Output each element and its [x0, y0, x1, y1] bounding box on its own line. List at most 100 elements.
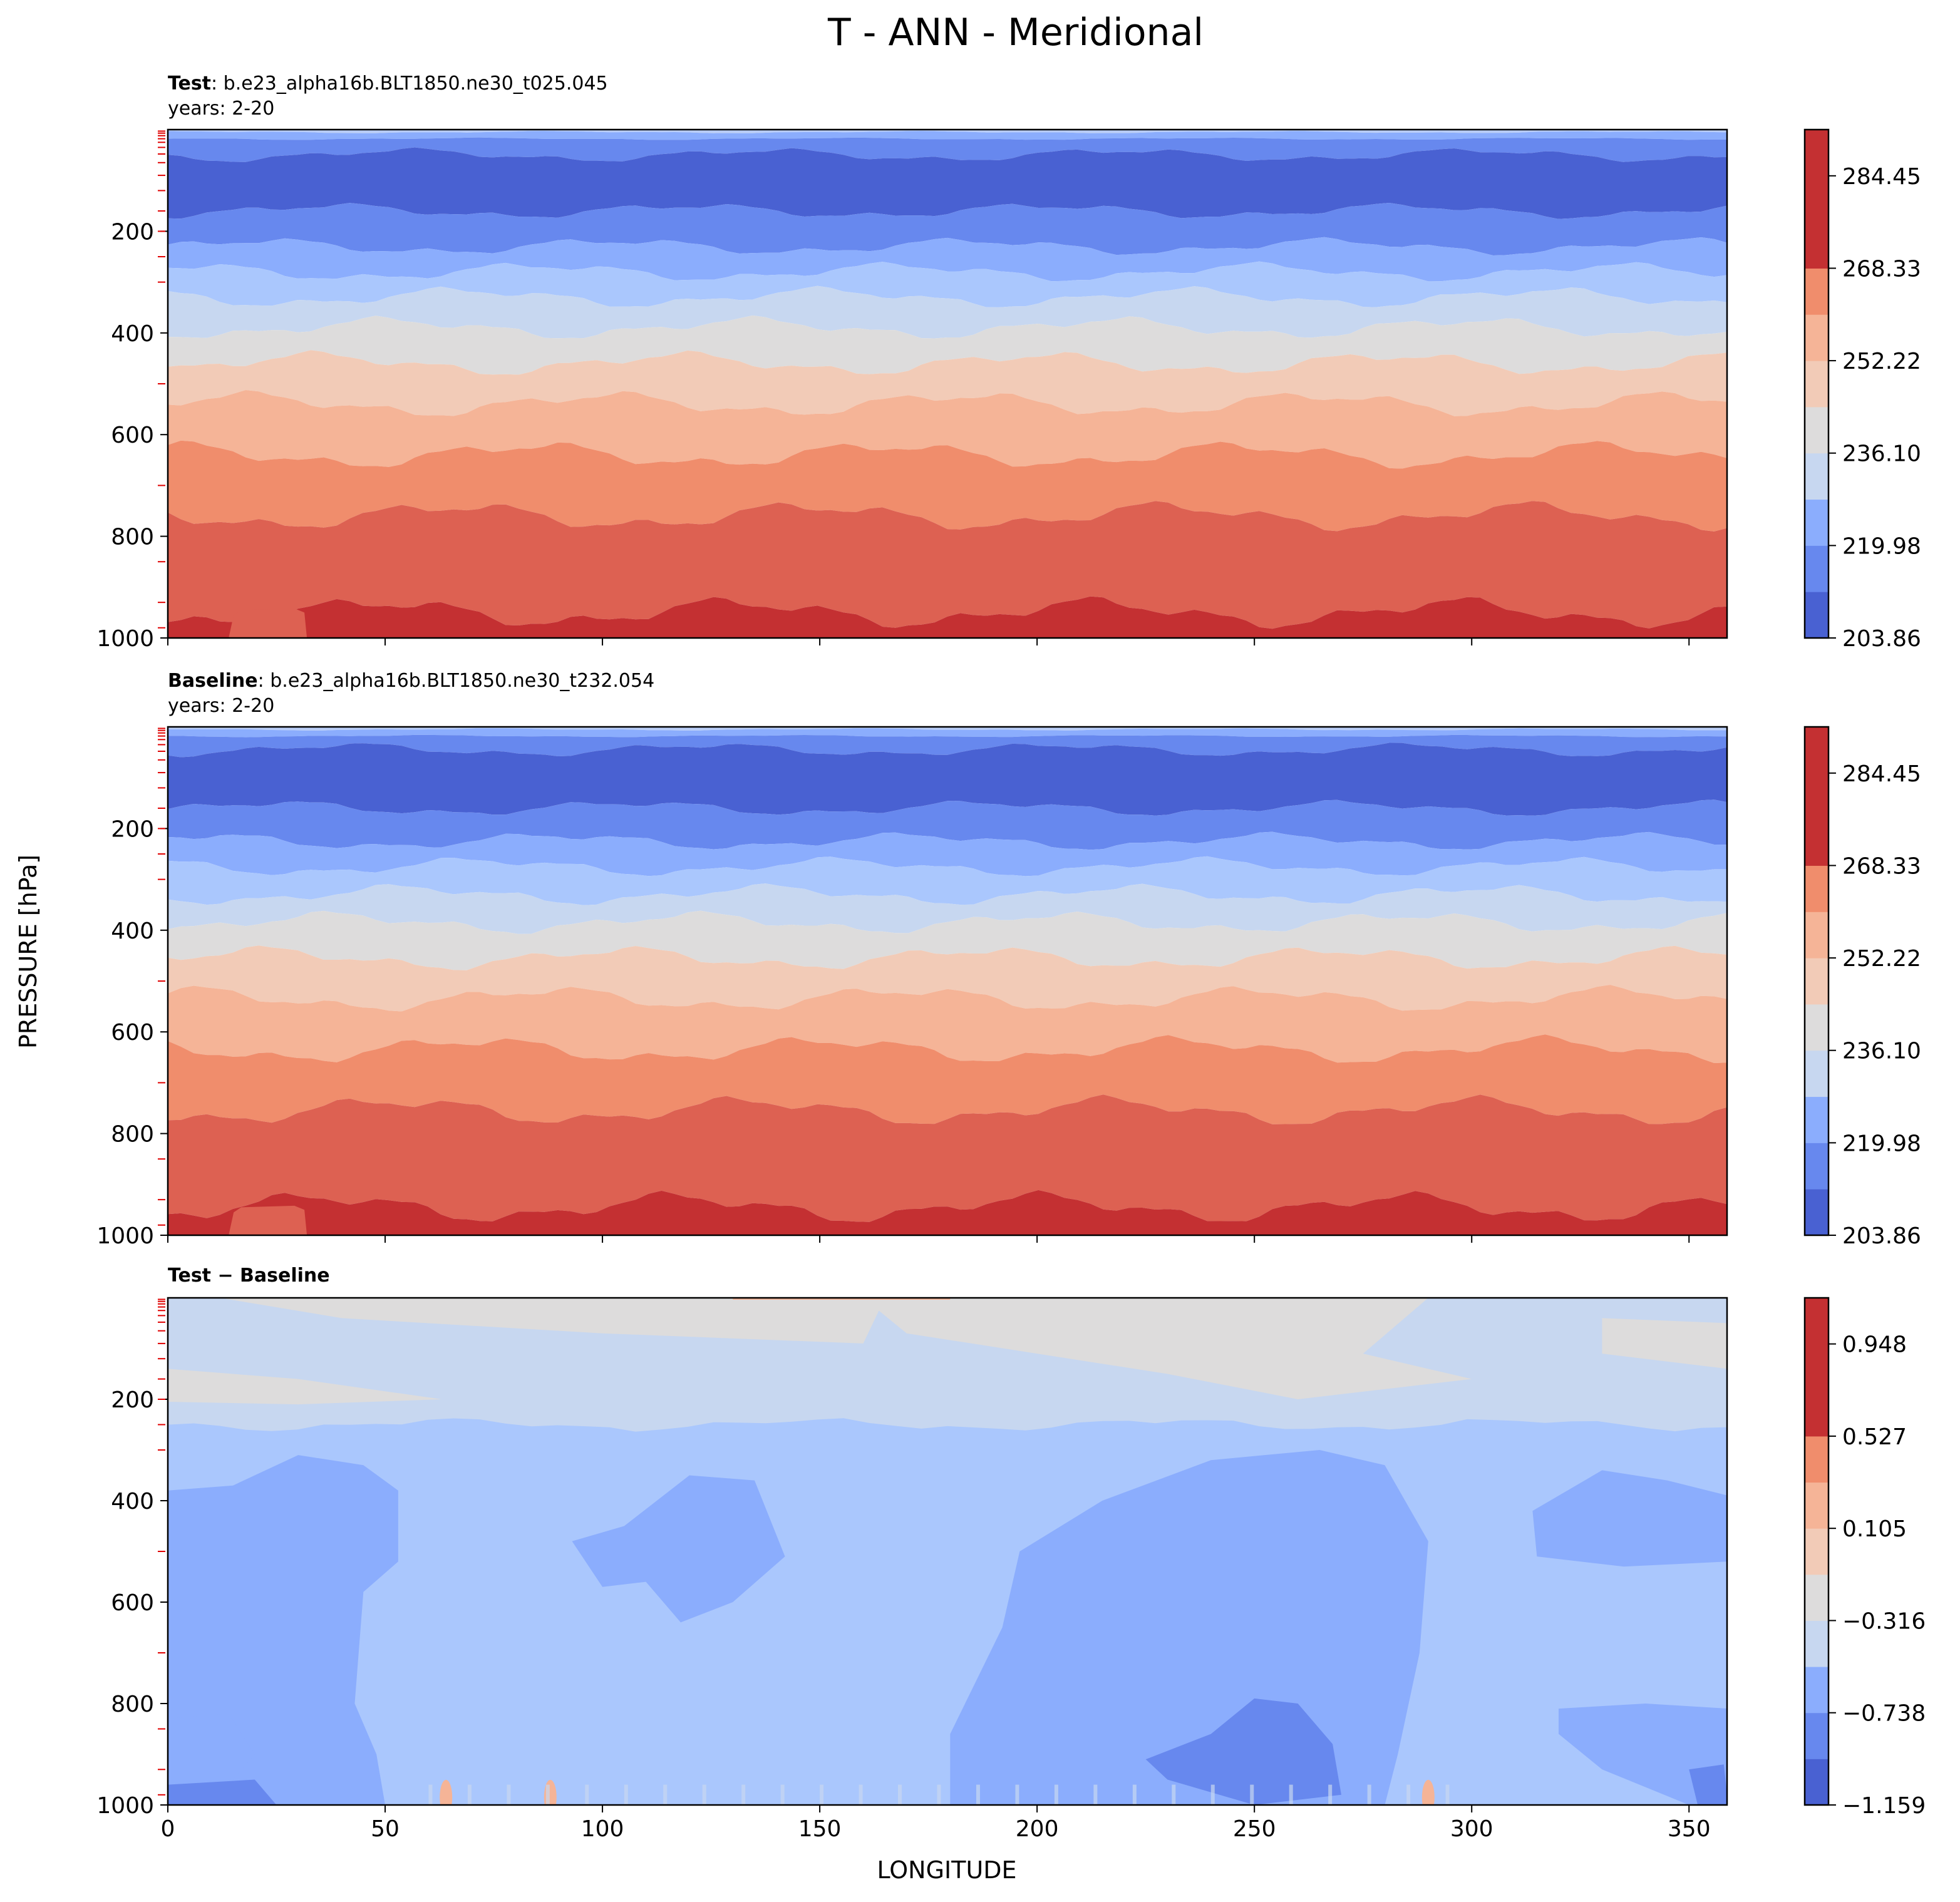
colorbar-tick-label: 203.86 [1842, 1223, 1921, 1249]
colorbar-segment [1805, 727, 1828, 774]
contour-band [168, 985, 1727, 1063]
diff-strong-negative [1689, 1764, 1727, 1805]
contour-band [168, 501, 1727, 629]
diff-surface-streak [428, 1784, 433, 1805]
colorbar-segment [1805, 912, 1828, 959]
x-tick-label: 100 [581, 1816, 624, 1842]
colorbar-segment [1805, 1298, 1828, 1345]
colorbar-frame [1803, 726, 1830, 1236]
contour-band [168, 1190, 1727, 1235]
difference-colorbar: −1.159 −0.738 −0.316 0.105 0.527 0.948 [1803, 1297, 1926, 1819]
colorbar-segment [1805, 268, 1828, 315]
colorbar-segment [1805, 819, 1828, 866]
contour-band [168, 390, 1727, 469]
test-colorbar: 203.86 219.98 236.10 252.22 268.33 284.45 [1803, 128, 1921, 652]
contour-band [168, 350, 1727, 416]
y-tick-label: 1000 [96, 1793, 154, 1819]
contour-band [168, 203, 1727, 255]
colorbar-tick-label: 0.105 [1842, 1516, 1907, 1542]
diff-surface-streak [1015, 1784, 1019, 1805]
diff-surface-streak [937, 1784, 941, 1805]
contour-band [168, 856, 1727, 905]
diff-surface-streak [859, 1784, 863, 1805]
contour-band [168, 1094, 1727, 1222]
x-tick-label: 0 [161, 1816, 175, 1842]
test-contour-panel [168, 130, 1727, 638]
colorbar-segment [1805, 1436, 1828, 1483]
diff-negative-blob [168, 1714, 255, 1805]
colorbar-segment [1805, 1759, 1828, 1806]
colorbar-tick-label: −0.738 [1842, 1701, 1926, 1727]
diff-surface-streak [507, 1784, 511, 1805]
colorbar-segment [1805, 499, 1828, 546]
diff-strong-negative [168, 1779, 277, 1805]
contour-band [168, 831, 1727, 876]
diff-near-zero [168, 1369, 442, 1405]
diff-surface-streak [1210, 1784, 1215, 1805]
y-tick-label: 800 [111, 1692, 154, 1717]
y-tick-label: 600 [111, 423, 154, 448]
contour-band [168, 261, 1727, 307]
diff-surface-streak [545, 1784, 550, 1805]
colorbar-segment [1805, 1482, 1828, 1529]
colorbar-segment [1805, 773, 1828, 820]
colorbar-tick-label: 252.22 [1842, 349, 1921, 374]
y-tick-label: 200 [111, 219, 154, 245]
colorbar-segment [1805, 1004, 1828, 1051]
colorbar-segment [1805, 406, 1828, 454]
test-panel-title: Test: b.e23_alpha16b.BLT1850.ne30_t025.0… [168, 73, 608, 95]
colorbar-segment [1805, 314, 1828, 361]
colorbar-segment [1805, 865, 1828, 912]
colorbar-segment [1805, 1667, 1828, 1714]
diff-near-zero [220, 1298, 885, 1344]
colorbar-segment [1805, 453, 1828, 500]
colorbar-tick-label: 0.527 [1842, 1424, 1907, 1450]
diff-surface-streak [624, 1784, 628, 1805]
colorbar-segment [1805, 130, 1828, 177]
contour-band [168, 883, 1727, 934]
contour-band [168, 285, 1727, 339]
x-tick-label: 50 [371, 1816, 400, 1842]
colorbar-segment [1805, 1574, 1828, 1621]
y-axis-label: PRESSURE [hPa] [14, 855, 42, 1049]
diff-surface-streak [1250, 1784, 1254, 1805]
contour-band [168, 734, 1727, 758]
x-axis-label: LONGITUDE [877, 1856, 1016, 1884]
test-title-rest: : b.e23_alpha16b.BLT1850.ne30_t025.045 [211, 73, 608, 95]
contour-band [168, 440, 1727, 532]
x-tick-label: 300 [1450, 1816, 1493, 1842]
colorbar-segment [1805, 1620, 1828, 1667]
diff-warm-spot [1421, 1779, 1435, 1805]
diff-surface-streak [976, 1784, 980, 1805]
colorbar-segment [1805, 1096, 1828, 1143]
topography-notch [229, 1205, 307, 1235]
diff-surface-streak [585, 1784, 589, 1805]
contour-band [168, 237, 1727, 282]
y-tick-label: 1000 [96, 1223, 154, 1249]
diff-warm-spot [544, 1779, 557, 1805]
diff-surface-streak [1328, 1784, 1333, 1805]
colorbar-segment [1805, 222, 1828, 269]
colorbar-tick-label: 236.10 [1842, 1039, 1921, 1064]
colorbar-segment [1805, 1390, 1828, 1437]
axes-frame [167, 726, 1728, 1236]
colorbar-frame [1803, 128, 1830, 639]
colorbar-tick-label: 219.98 [1842, 533, 1921, 559]
contour-band [168, 728, 1727, 738]
contour-band [168, 945, 1727, 1012]
diff-panel-title: Test − Baseline [168, 1265, 330, 1287]
diff-surface-streak [467, 1784, 472, 1805]
figure-title: T - ANN - Meridional [827, 11, 1204, 54]
y-tick-label: 200 [111, 816, 154, 842]
contour-band [168, 910, 1727, 970]
x-tick-label: 350 [1668, 1816, 1711, 1842]
contour-band [168, 799, 1727, 850]
contour-band [168, 1034, 1727, 1124]
topography-notch [229, 608, 307, 638]
y-tick-label: 800 [111, 1122, 154, 1148]
colorbar-segment [1805, 1143, 1828, 1190]
diff-surface-streak [702, 1784, 706, 1805]
diff-negative-blob [572, 1475, 785, 1623]
diff-surface-streak [820, 1784, 824, 1805]
test-title-bold: Test [168, 73, 211, 95]
